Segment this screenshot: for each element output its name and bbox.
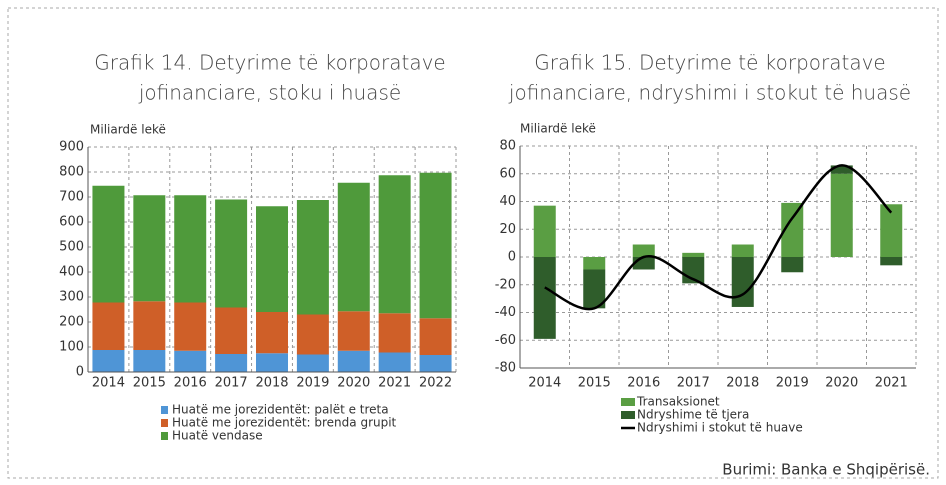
y-tick-label: 700 — [59, 190, 84, 205]
legend-swatch — [621, 398, 635, 406]
bar — [215, 199, 248, 308]
x-tick-label: 2015 — [578, 376, 611, 391]
legend-label: Ndryshime të tjera — [637, 408, 749, 422]
bar — [419, 318, 452, 355]
y-tick-label: 0 — [76, 365, 84, 380]
y-tick-label: 300 — [59, 290, 84, 305]
axis-label: Miliardë lekë — [90, 123, 166, 137]
bar — [682, 252, 705, 257]
legend-swatch — [161, 419, 168, 427]
bar — [781, 257, 804, 273]
legend-swatch — [161, 432, 168, 440]
x-tick-label: 2021 — [875, 376, 908, 391]
legend-swatch — [621, 411, 635, 419]
bar — [296, 200, 329, 315]
y-tick-label: 200 — [59, 315, 84, 330]
y-tick-label: 60 — [499, 166, 516, 181]
bar — [256, 312, 288, 354]
x-tick-label: 2017 — [677, 376, 710, 391]
bar — [133, 195, 166, 302]
bar — [256, 206, 288, 312]
frame — [7, 7, 939, 479]
bar — [337, 350, 370, 372]
y-tick-label: 400 — [59, 265, 84, 280]
bar — [731, 244, 754, 257]
y-tick-label: -60 — [495, 333, 516, 348]
x-tick-label: 2018 — [726, 376, 759, 391]
y-tick-label: 20 — [499, 222, 516, 237]
bar — [731, 257, 754, 307]
x-tick-label: 2020 — [825, 376, 858, 391]
y-tick-label: 800 — [59, 165, 84, 180]
chart-title: jofinanciare, stoku i huasë — [138, 81, 401, 105]
bar — [296, 314, 329, 355]
bar — [583, 257, 606, 270]
bar — [337, 182, 370, 312]
bar — [133, 350, 166, 372]
bar — [880, 257, 903, 266]
source: Burimi: Banka e Shqipërisë. — [722, 461, 930, 479]
bar — [337, 311, 370, 351]
y-tick-label: 40 — [499, 194, 516, 209]
bar — [781, 202, 804, 257]
bar — [830, 173, 853, 257]
chart-title: Grafik 14. Detyrime të korporatave — [94, 51, 445, 75]
bar — [378, 352, 411, 372]
bar — [92, 350, 125, 372]
bar — [378, 175, 411, 314]
bar — [174, 195, 207, 303]
legend-swatch — [161, 406, 168, 414]
bar — [215, 354, 248, 372]
y-tick-label: 900 — [59, 140, 84, 155]
x-tick-label: 2019 — [776, 376, 809, 391]
y-tick-label: 0 — [508, 250, 516, 265]
bar — [92, 185, 125, 303]
x-tick-label: 2018 — [255, 376, 288, 391]
bar — [632, 244, 655, 257]
bar — [378, 313, 411, 353]
bar — [533, 205, 556, 257]
bar — [533, 257, 556, 339]
line — [544, 164, 893, 311]
x-tick-label: 2020 — [337, 376, 370, 391]
x-tick-label: 2014 — [528, 376, 561, 391]
legend-label: Huatë vendase — [172, 429, 263, 443]
x-tick-label: 2016 — [174, 376, 207, 391]
bar — [92, 302, 125, 350]
bar — [215, 307, 248, 354]
y-tick-label: -20 — [495, 277, 516, 292]
y-tick-label: 500 — [59, 240, 84, 255]
bar — [880, 204, 903, 257]
y-tick-label: 100 — [59, 340, 84, 355]
y-tick-label: -40 — [495, 305, 516, 320]
y-tick-label: 600 — [59, 215, 84, 230]
x-tick-label: 2015 — [133, 376, 166, 391]
axis-label: Miliardë lekë — [520, 122, 596, 136]
x-tick-label: 2019 — [296, 376, 329, 391]
legend-label: Huatë me jorezidentët: palët e treta — [172, 403, 389, 417]
bar — [256, 353, 288, 372]
bar — [583, 269, 606, 309]
x-tick-label: 2021 — [378, 376, 411, 391]
x-tick-label: 2017 — [215, 376, 248, 391]
legend-label: Transaksionet — [636, 395, 720, 409]
bar — [296, 354, 329, 372]
y-tick-label: -80 — [495, 361, 516, 376]
chart-title: jofinanciare, ndryshimi i stokut të huas… — [508, 81, 911, 105]
bar — [419, 355, 452, 372]
bar — [133, 301, 166, 350]
y-tick-label: 80 — [499, 139, 516, 154]
bar — [174, 302, 207, 351]
x-tick-label: 2014 — [92, 376, 125, 391]
legend-label: Huatë me jorezidentët: brenda grupit — [172, 416, 397, 430]
bar — [419, 172, 452, 319]
x-tick-label: 2022 — [419, 376, 452, 391]
legend-label: Ndryshimi i stokut të huave — [637, 421, 803, 435]
bar — [174, 350, 207, 372]
x-tick-label: 2016 — [627, 376, 660, 391]
chart-title: Grafik 15. Detyrime të korporatave — [534, 51, 885, 75]
bar — [830, 165, 853, 174]
